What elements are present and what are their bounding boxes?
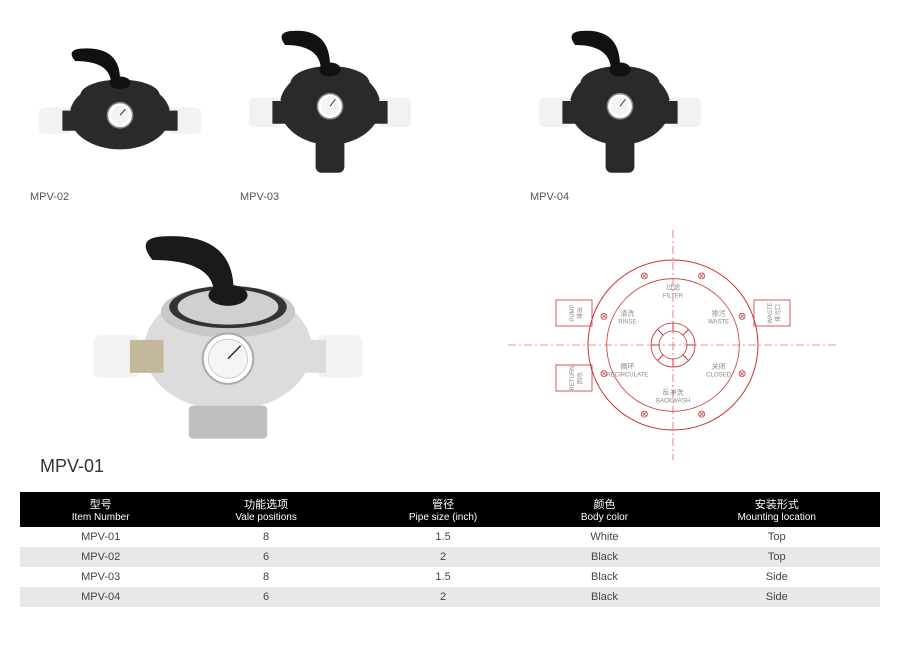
table-row: MPV-0181.5WhiteTop (20, 527, 880, 547)
table-header: 管径Pipe size (inch) (351, 492, 535, 527)
table-cell: Black (535, 567, 673, 587)
svg-text:CLOSED: CLOSED (706, 372, 731, 378)
svg-text:RINSE: RINSE (618, 320, 636, 326)
product-mpv-02: MPV-02 (30, 30, 210, 203)
table-cell: Black (535, 547, 673, 567)
svg-text:WASTE: WASTE (768, 302, 774, 323)
table-cell: 8 (181, 567, 351, 587)
product-mpv-03: MPV-03 (240, 10, 420, 203)
table-cell: MPV-02 (20, 547, 181, 567)
table-cell: Side (674, 587, 880, 607)
table-cell: 1.5 (351, 527, 535, 547)
main-product-label: MPV-01 (30, 456, 104, 477)
table-cell: Top (674, 527, 880, 547)
table-header: 安装形式Mounting location (674, 492, 880, 527)
table-cell: MPV-01 (20, 527, 181, 547)
product-mpv-04: MPV-04 (530, 10, 710, 203)
svg-text:RECIRCULATE: RECIRCULATE (606, 372, 648, 378)
table-row: MPV-0262BlackTop (20, 547, 880, 567)
svg-text:过滤: 过滤 (666, 282, 680, 291)
svg-text:排出: 排出 (576, 307, 584, 319)
main-product: MPV-01 (30, 213, 425, 477)
svg-text:排污口: 排污口 (774, 304, 782, 322)
svg-text:PUMP: PUMP (570, 304, 576, 321)
svg-text:排污: 排污 (711, 309, 725, 318)
svg-text:循环: 循环 (620, 361, 634, 370)
product-label: MPV-02 (30, 191, 69, 203)
table-cell: White (535, 527, 673, 547)
table-cell: MPV-03 (20, 567, 181, 587)
product-label: MPV-03 (240, 191, 279, 203)
table-row: MPV-0462BlackSide (20, 587, 880, 607)
table-cell: 1.5 (351, 567, 535, 587)
svg-text:WASTE: WASTE (708, 320, 729, 326)
table-cell: 2 (351, 547, 535, 567)
mid-row: MPV-01 过滤 FILTER 排污 WASTE 关闭 CLOSED 反冲洗 BACKWAS… (0, 203, 900, 477)
table-cell: 8 (181, 527, 351, 547)
svg-text:关闭: 关闭 (711, 361, 725, 370)
spec-table: 型号Item Number功能选项Vale positions管径Pipe si… (20, 492, 880, 607)
product-label: MPV-04 (530, 191, 569, 203)
svg-text:FILTER: FILTER (662, 293, 683, 299)
table-cell: 2 (351, 587, 535, 607)
svg-text:BACKWASH: BACKWASH (655, 399, 689, 405)
svg-text:回水: 回水 (576, 372, 584, 384)
svg-text:清洗: 清洗 (620, 309, 634, 318)
table-cell: MPV-04 (20, 587, 181, 607)
table-header: 颜色Body color (535, 492, 673, 527)
diagram-container: 过滤 FILTER 排污 WASTE 关闭 CLOSED 反冲洗 BACKWASH 循环 RECI… (475, 230, 870, 460)
table-cell: 6 (181, 547, 351, 567)
table-row: MPV-0381.5BlackSide (20, 567, 880, 587)
svg-text:RETURN: RETURN (570, 366, 576, 391)
top-product-row: MPV-02 MPV-03 MPV-04 (0, 0, 900, 203)
table-cell: Black (535, 587, 673, 607)
table-cell: 6 (181, 587, 351, 607)
svg-text:反冲洗: 反冲洗 (662, 388, 683, 397)
table-header: 功能选项Vale positions (181, 492, 351, 527)
table-cell: Top (674, 547, 880, 567)
table-cell: Side (674, 567, 880, 587)
table-header: 型号Item Number (20, 492, 181, 527)
